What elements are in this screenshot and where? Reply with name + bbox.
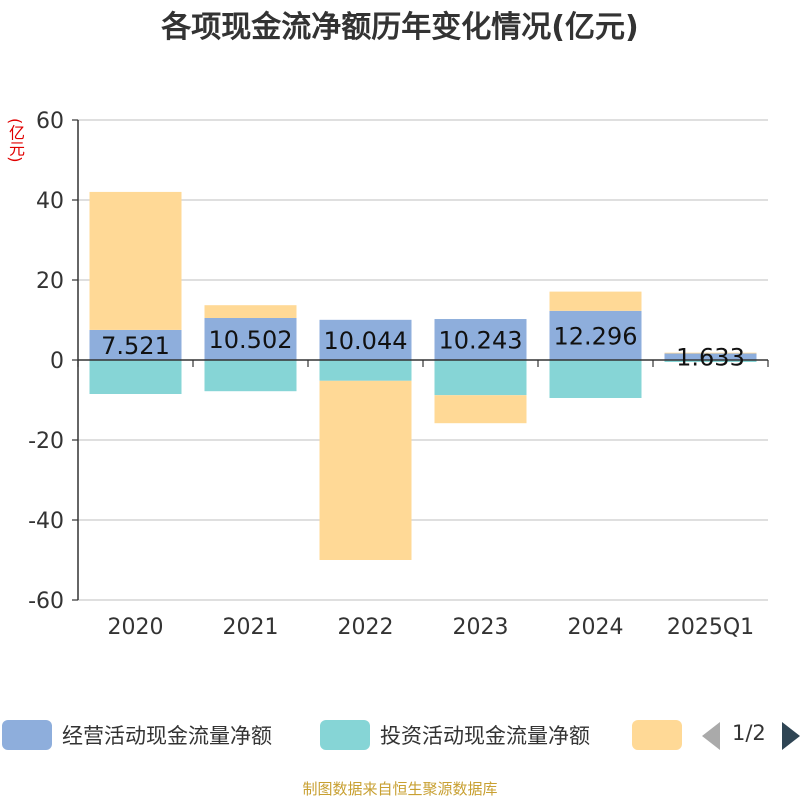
data-label-2021: 10.502 bbox=[209, 326, 293, 354]
bar-2025Q1-series1[interactable] bbox=[664, 360, 757, 362]
x-tick-label: 2024 bbox=[568, 615, 624, 640]
data-label-2023: 10.243 bbox=[439, 327, 523, 355]
y-tick-label: 0 bbox=[50, 349, 64, 374]
bar-2021-series1[interactable] bbox=[204, 360, 297, 392]
legend-label-investing: 投资活动现金流量净额 bbox=[380, 724, 590, 748]
bar-2020-series2[interactable] bbox=[89, 191, 182, 330]
y-tick-label: -20 bbox=[28, 429, 64, 454]
chart-canvas: 60 40 20 0 -20 -40 -60 2020 2021 2022 2023 2024 2025… bbox=[28, 109, 769, 640]
bar-2025Q1-series2[interactable] bbox=[664, 352, 757, 354]
bar-2023-series1[interactable] bbox=[434, 360, 527, 396]
bar-2025Q1-series0[interactable] bbox=[664, 353, 757, 360]
bar-2024-series1[interactable] bbox=[549, 360, 642, 398]
legend-item-operating[interactable]: 经营活动现金流量净额 bbox=[2, 720, 272, 750]
bar-2020-series0[interactable] bbox=[89, 329, 182, 360]
legend-label-operating: 经营活动现金流量净额 bbox=[62, 724, 272, 748]
legend-swatch-operating bbox=[2, 720, 52, 750]
grid-lines bbox=[78, 119, 768, 601]
bars-group bbox=[89, 191, 757, 560]
x-tick-label: 2023 bbox=[453, 615, 509, 640]
x-tick-label: 2021 bbox=[223, 615, 279, 640]
legend-item-investing[interactable]: 投资活动现金流量净额 bbox=[320, 720, 590, 750]
bar-2024-series2[interactable] bbox=[549, 291, 642, 311]
chart-title: 各项现金流净额历年变化情况(亿元) bbox=[161, 10, 639, 45]
bar-2022-series1[interactable] bbox=[319, 360, 412, 381]
legend-item-financing[interactable] bbox=[632, 720, 692, 750]
legend-swatch-financing bbox=[632, 720, 682, 750]
bar-2021-series0[interactable] bbox=[204, 317, 297, 360]
bar-2021-series2[interactable] bbox=[204, 305, 297, 318]
bar-2022-series2[interactable] bbox=[319, 380, 412, 560]
legend-swatch-investing bbox=[320, 720, 370, 750]
bar-2022-series0[interactable] bbox=[319, 319, 412, 360]
x-tick-label: 2022 bbox=[338, 615, 394, 640]
legend-pager: 1/2 bbox=[700, 720, 800, 750]
legend-page-indicator: 1/2 bbox=[732, 721, 766, 745]
data-label-2020: 7.521 bbox=[101, 332, 170, 360]
bar-2024-series0[interactable] bbox=[549, 310, 642, 360]
bar-2023-series0[interactable] bbox=[434, 319, 527, 360]
y-tick-label: 40 bbox=[36, 189, 64, 214]
x-tick-label: 2020 bbox=[108, 615, 164, 640]
data-label-2025Q1: 1.633 bbox=[676, 344, 745, 372]
data-source-note: 制图数据来自恒生聚源数据库 bbox=[302, 780, 498, 798]
y-tick-label: -40 bbox=[28, 509, 64, 534]
legend-prev-page-icon[interactable] bbox=[702, 722, 720, 750]
data-label-2022: 10.044 bbox=[324, 327, 408, 355]
bar-2020-series1[interactable] bbox=[89, 360, 182, 394]
y-tick-label: 20 bbox=[36, 269, 64, 294]
y-tick-label: 60 bbox=[36, 109, 64, 134]
value-labels-group: 7.521 10.502 10.044 10.243 12.296 1.633 bbox=[101, 322, 745, 371]
axes-group: 60 40 20 0 -20 -40 -60 2020 2021 2022 2023 2024 2025… bbox=[28, 109, 769, 640]
bar-2023-series2[interactable] bbox=[434, 395, 527, 424]
x-tick-label: 2025Q1 bbox=[667, 615, 754, 640]
legend-next-page-icon[interactable] bbox=[782, 722, 800, 750]
legend: 经营活动现金流量净额 投资活动现金流量净额 1/2 bbox=[0, 712, 800, 758]
y-axis-unit-label: (亿元) bbox=[6, 118, 25, 163]
data-label-2024: 12.296 bbox=[554, 322, 638, 350]
y-tick-label: -60 bbox=[28, 589, 64, 614]
